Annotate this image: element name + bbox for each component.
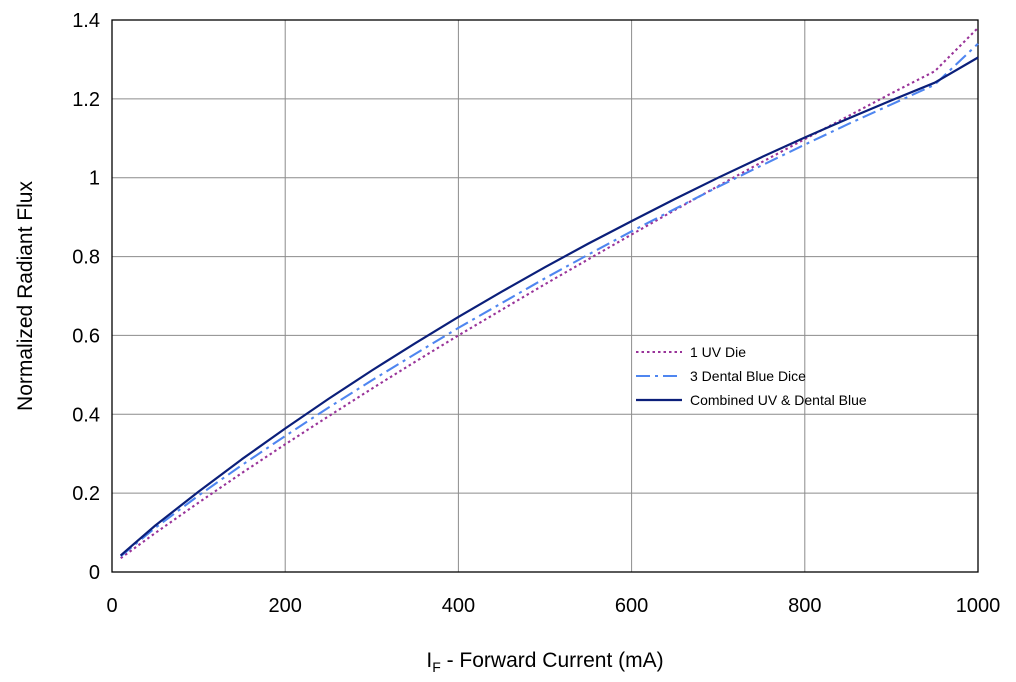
y-tick-label: 0.4	[72, 404, 100, 426]
x-axis-title-subscript: F	[432, 659, 441, 675]
y-tick-label: 1	[89, 168, 100, 190]
series-lines	[119, 27, 979, 560]
series-line-3	[119, 56, 979, 557]
x-axis-tick-labels: 0 200 400 600 800 1000	[106, 595, 1000, 617]
plot-area-frame	[111, 19, 979, 573]
x-tick-label: 0	[106, 595, 117, 617]
series-line-1	[120, 27, 979, 560]
legend-label-3: Combined UV & Dental Blue	[690, 392, 867, 408]
x-axis-title: IF - Forward Current (mA)	[426, 649, 663, 675]
x-axis-title-rest: - Forward Current (mA)	[441, 649, 664, 672]
y-axis-title: Normalized Radiant Flux	[14, 181, 37, 411]
legend-label-1: 1 UV Die	[690, 344, 746, 360]
x-tick-label: 1000	[956, 595, 1001, 617]
legend-label-2: 3 Dental Blue Dice	[690, 368, 806, 384]
series-line-2	[120, 42, 979, 558]
y-tick-label: 0.6	[72, 325, 100, 347]
x-axis-title-main: I	[426, 649, 432, 672]
x-tick-label: 600	[615, 595, 648, 617]
x-tick-label: 400	[442, 595, 475, 617]
y-tick-label: 0	[89, 562, 100, 584]
legend: 1 UV Die 3 Dental Blue Dice Combined UV & …	[636, 344, 867, 408]
y-tick-label: 1.4	[72, 10, 100, 32]
y-axis-tick-labels: 0 0.2 0.4 0.6 0.8 1 1.2 1.4	[72, 10, 100, 584]
x-tick-label: 800	[788, 595, 821, 617]
grid-lines	[112, 20, 978, 572]
x-tick-label: 200	[269, 595, 302, 617]
y-tick-label: 0.8	[72, 247, 100, 269]
y-tick-label: 0.2	[72, 483, 100, 505]
y-tick-label: 1.2	[72, 89, 100, 111]
